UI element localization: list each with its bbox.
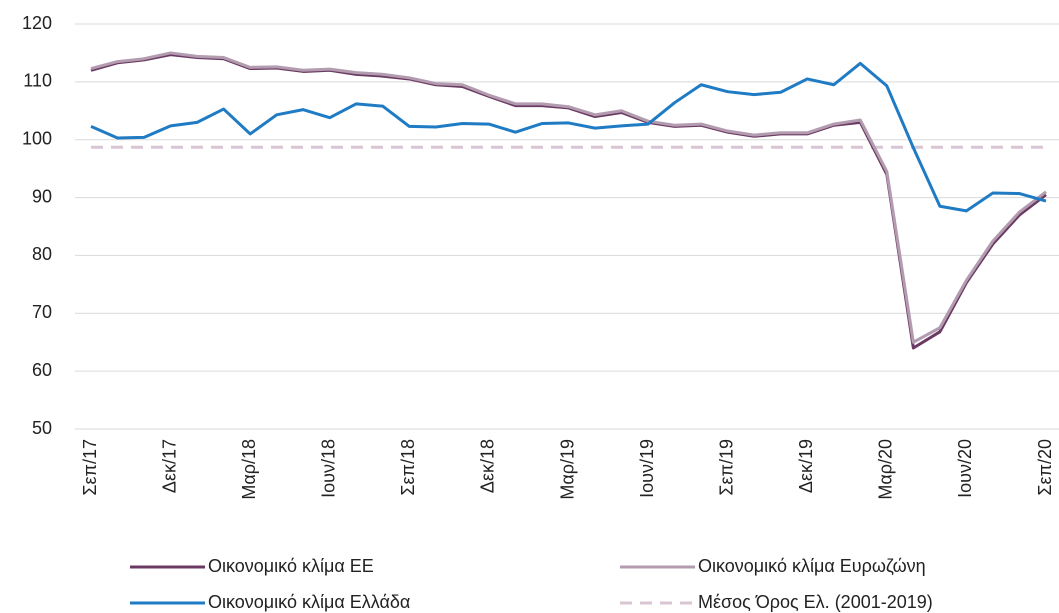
series-line — [90, 53, 1047, 350]
x-tick-label: Δεκ/18 — [478, 439, 498, 493]
series-line — [90, 61, 1047, 213]
x-tick-label: Σεπ/17 — [80, 439, 100, 496]
legend-label: Οικονομικό κλίμα Ευρωζώνη — [698, 556, 926, 576]
y-tick-label: 70 — [32, 302, 52, 322]
x-tick-label: Ιουν/20 — [955, 439, 975, 498]
legend-label: Οικονομικό κλίμα Ελλάδα — [208, 592, 410, 612]
series-line — [90, 51, 1047, 344]
y-tick-label: 120 — [22, 13, 52, 33]
legend-label: Μέσος Όρος Ελ. (2001-2019) — [698, 592, 933, 612]
y-tick-label: 60 — [32, 360, 52, 380]
x-tick-label: Δεκ/19 — [796, 439, 816, 493]
x-tick-label: Σεπ/18 — [398, 439, 418, 496]
y-tick-label: 110 — [23, 71, 52, 91]
legend-label: Οικονομικό κλίμα ΕΕ — [208, 556, 374, 576]
x-tick-label: Μαρ/20 — [876, 439, 896, 500]
x-tick-label: Δεκ/17 — [159, 439, 179, 493]
y-tick-label: 100 — [22, 128, 52, 148]
x-tick-label: Ιουν/19 — [637, 439, 657, 498]
x-tick-label: Μαρ/18 — [239, 439, 259, 500]
y-tick-label: 90 — [32, 186, 52, 206]
y-tick-label: 50 — [32, 418, 52, 438]
x-tick-label: Σεπ/20 — [1035, 439, 1055, 496]
y-tick-label: 80 — [32, 244, 52, 264]
x-tick-label: Ιουν/18 — [319, 439, 339, 498]
x-tick-label: Μαρ/19 — [557, 439, 577, 500]
x-tick-label: Σεπ/19 — [716, 439, 736, 496]
